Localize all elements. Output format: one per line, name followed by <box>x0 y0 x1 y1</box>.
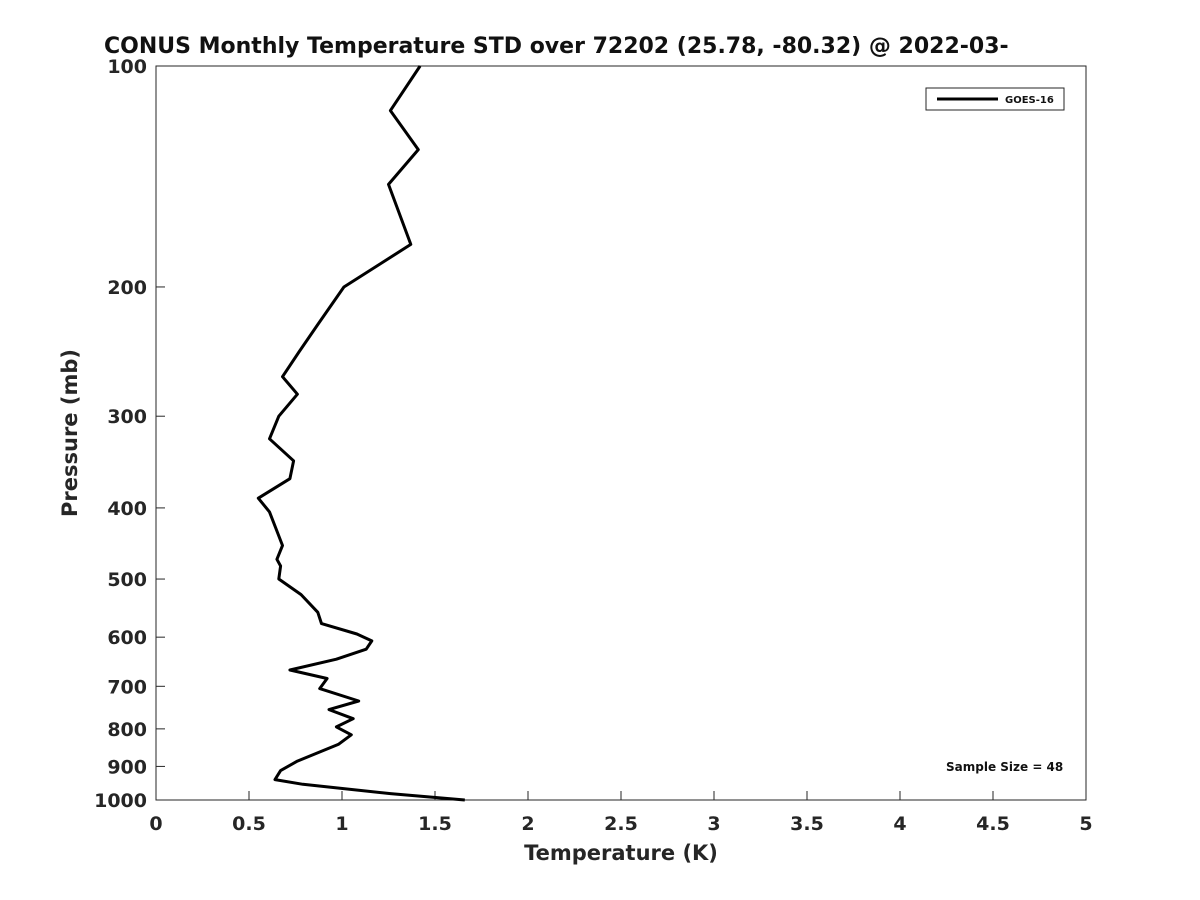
axes-box <box>155 65 1087 801</box>
y-tick-label: 200 <box>107 277 147 299</box>
x-tick-label: 1 <box>335 813 348 835</box>
sample-size-note: Sample Size = 48 <box>946 760 1063 774</box>
y-axis-label: Pressure (mb) <box>58 349 82 517</box>
x-tick-label: 3.5 <box>790 813 824 835</box>
y-tick-label: 500 <box>107 569 147 591</box>
y-tick-label: 1000 <box>94 790 147 812</box>
y-tick-label: 300 <box>107 406 147 428</box>
x-tick-label: 4 <box>893 813 906 835</box>
y-tick-label: 800 <box>107 719 147 741</box>
x-tick-label: 0.5 <box>232 813 266 835</box>
x-tick-label: 1.5 <box>418 813 452 835</box>
x-tick-label: 2.5 <box>604 813 638 835</box>
y-axis: 100 200 300 400 500 600 700 800 900 1000 <box>94 56 165 812</box>
y-tick-label: 600 <box>107 627 147 649</box>
legend: GOES-16 <box>925 87 1065 111</box>
series-group <box>256 65 465 802</box>
x-axis-label: Temperature (K) <box>524 841 718 865</box>
y-tick-label: 900 <box>107 756 147 778</box>
chart-title: CONUS Monthly Temperature STD over 72202… <box>104 34 1009 59</box>
x-axis: 0 0.5 1 1.5 2 2.5 3 3.5 4 4.5 5 <box>149 791 1093 835</box>
x-tick-label: 5 <box>1079 813 1092 835</box>
x-tick-label: 4.5 <box>976 813 1010 835</box>
plot-area: 0 0.5 1 1.5 2 2.5 3 3.5 4 4.5 5 100 200 300 400 500 600… <box>94 56 1093 835</box>
legend-label-goes-16: GOES-16 <box>1005 95 1054 106</box>
y-tick-label: 700 <box>107 676 147 698</box>
y-tick-label: 400 <box>107 498 147 520</box>
series-line-goes-16 <box>256 65 465 802</box>
x-tick-label: 2 <box>521 813 534 835</box>
x-tick-label: 0 <box>149 813 162 835</box>
y-tick-label: 100 <box>107 56 147 78</box>
x-tick-label: 3 <box>707 813 720 835</box>
